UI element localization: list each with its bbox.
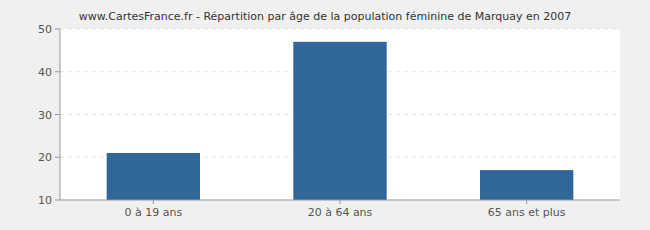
x-tick bbox=[526, 200, 527, 204]
y-tick bbox=[55, 29, 60, 30]
x-tick-label: 65 ans et plus bbox=[488, 206, 566, 219]
y-tick bbox=[55, 200, 60, 201]
x-tick-label: 20 à 64 ans bbox=[308, 206, 373, 219]
x-tick-label: 0 à 19 ans bbox=[124, 206, 182, 219]
bar bbox=[293, 42, 386, 200]
x-tick bbox=[153, 200, 154, 204]
y-tick bbox=[55, 157, 60, 158]
title: www.CartesFrance.fr - Répartition par âg… bbox=[79, 10, 571, 23]
y-tick bbox=[55, 71, 60, 72]
y-tick bbox=[55, 114, 60, 115]
background bbox=[0, 0, 650, 230]
chart-svg: www.CartesFrance.fr - Répartition par âg… bbox=[0, 0, 650, 230]
bar bbox=[480, 170, 573, 200]
plot-area bbox=[60, 29, 620, 200]
y-axis bbox=[60, 29, 61, 200]
bar bbox=[107, 153, 200, 200]
y-tick-label: 30 bbox=[38, 109, 52, 122]
bars bbox=[107, 42, 574, 200]
y-tick-label: 10 bbox=[38, 194, 52, 207]
x-tick bbox=[340, 200, 341, 204]
grid-line bbox=[60, 29, 620, 30]
y-tick-label: 20 bbox=[38, 151, 52, 164]
chart-container: www.CartesFrance.fr - Répartition par âg… bbox=[0, 0, 650, 230]
y-tick-label: 50 bbox=[38, 23, 52, 36]
y-tick-label: 40 bbox=[38, 66, 52, 79]
